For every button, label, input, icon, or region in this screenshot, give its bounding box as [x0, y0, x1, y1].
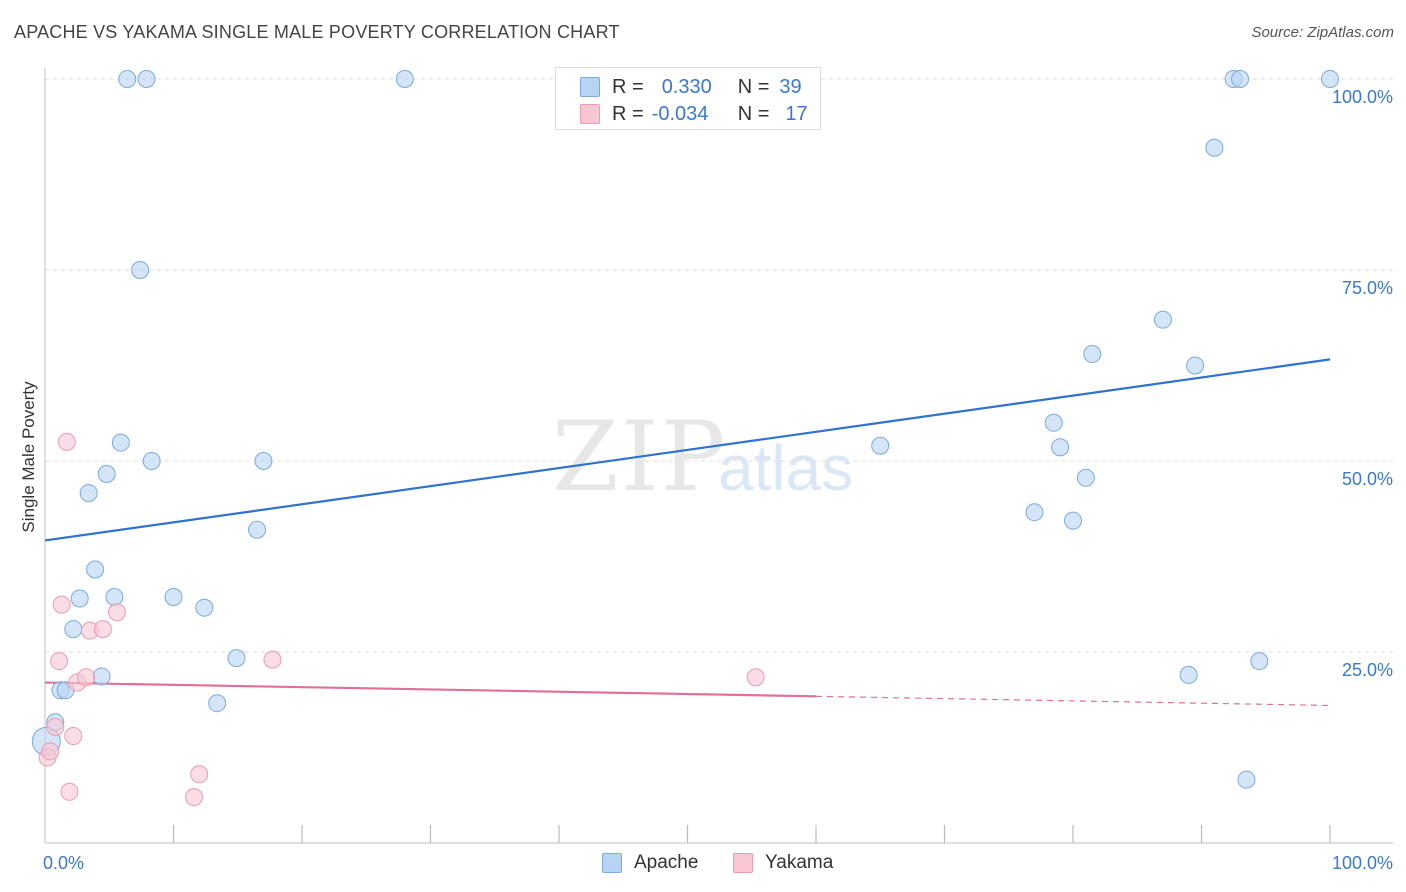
- series-legend-apache[interactable]: Apache: [602, 852, 698, 874]
- apache-point-10: [105, 587, 124, 606]
- apache-point-28: [1076, 468, 1095, 487]
- series-legend-apache-swatch: [602, 853, 622, 873]
- series-legend-yakama[interactable]: Yakama: [733, 852, 833, 874]
- series-legend-apache-label: Apache: [634, 852, 699, 873]
- apache-point-12: [118, 70, 137, 88]
- apache-point-9: [97, 464, 116, 483]
- apache-point-24: [1025, 503, 1044, 522]
- yakama-point-5: [57, 432, 76, 451]
- apache-point-31: [1179, 665, 1198, 684]
- yakama-trend-line-dashed: [815, 695, 1331, 707]
- yakama-r-value: -0.034: [651, 102, 709, 125]
- apache-point-37: [1250, 652, 1269, 671]
- apache-point-17: [195, 598, 214, 617]
- yakama-point-6: [60, 782, 79, 801]
- yakama-point-16: [746, 668, 765, 687]
- yakama-r-label: R =: [612, 102, 644, 125]
- series-legend-yakama-swatch: [733, 853, 753, 873]
- yakama-point-1: [41, 742, 60, 761]
- yakama-point-2: [46, 717, 65, 736]
- apache-n-label: N =: [737, 75, 770, 98]
- apache-point-21: [254, 452, 273, 470]
- legend-row-yakama: R = -0.034 N = 17: [580, 101, 808, 127]
- source-label: Source: ZipAtlas.com: [1251, 24, 1394, 41]
- apache-point-33: [1205, 138, 1224, 157]
- apache-point-18: [208, 694, 227, 713]
- yakama-n-value: 17: [785, 102, 808, 125]
- y-tick-label-75: 75.0%: [1342, 278, 1393, 298]
- y-tick-label-25: 25.0%: [1342, 660, 1393, 680]
- apache-point-29: [1083, 345, 1102, 364]
- apache-point-14: [137, 70, 156, 88]
- apache-point-38: [1321, 70, 1339, 88]
- yakama-point-13: [185, 788, 204, 807]
- yakama-point-4: [52, 595, 71, 614]
- yakama-point-7: [64, 727, 83, 746]
- apache-point-4: [64, 620, 83, 639]
- apache-point-15: [142, 452, 161, 470]
- apache-point-20: [248, 520, 267, 539]
- apache-point-30: [1153, 310, 1172, 329]
- apache-point-25: [1044, 413, 1063, 432]
- axes: [44, 68, 1393, 844]
- yakama-point-9: [77, 668, 96, 687]
- apache-point-35: [1231, 70, 1250, 88]
- x-tick-labels: 0.0% 100.0%: [43, 853, 1393, 873]
- apache-r-value: 0.330: [661, 75, 712, 98]
- yakama-point-3: [50, 652, 69, 671]
- y-tick-labels: 25.0% 50.0% 75.0% 100.0%: [1332, 87, 1393, 680]
- apache-r-label: R =: [612, 75, 644, 98]
- yakama-point-15: [263, 650, 282, 669]
- apache-point-13: [131, 261, 150, 279]
- apache-point-36: [1237, 770, 1256, 789]
- apache-point-6: [79, 484, 98, 503]
- yakama-point-11: [93, 620, 112, 639]
- y-axis-label: Single Male Poverty: [19, 381, 38, 533]
- apache-point-8: [92, 667, 111, 686]
- apache-point-5: [70, 589, 89, 608]
- yakama-trend-line: [44, 681, 817, 698]
- apache-point-32: [1186, 356, 1205, 375]
- apache-point-27: [1064, 511, 1082, 530]
- legend-row-apache: R = 0.330 N = 39: [580, 74, 802, 100]
- apache-swatch: [580, 77, 600, 97]
- series-legend: Apache Yakama: [0, 852, 1406, 876]
- correlation-legend: R = 0.330 N = 39 R = -0.034 N = 17: [555, 67, 821, 130]
- series-legend-yakama-label: Yakama: [765, 852, 834, 873]
- yakama-swatch: [580, 104, 600, 124]
- yakama-point-14: [190, 765, 209, 784]
- apache-point-7: [86, 560, 105, 579]
- watermark: ZIP atlas: [552, 401, 853, 513]
- apache-point-16: [164, 587, 183, 606]
- data-points: [31, 70, 1339, 807]
- apache-point-22: [395, 70, 414, 88]
- apache-point-26: [1051, 438, 1070, 457]
- x-tick-label-max: 100.0%: [1332, 853, 1393, 873]
- apache-point-11: [111, 433, 130, 452]
- yakama-point-12: [107, 603, 126, 622]
- yakama-n-label: N =: [737, 102, 770, 125]
- y-tick-label-100: 100.0%: [1332, 87, 1393, 107]
- apache-n-value: 39: [779, 75, 802, 98]
- y-tick-label-50: 50.0%: [1342, 469, 1393, 489]
- chart-title: APACHE VS YAKAMA SINGLE MALE POVERTY COR…: [14, 22, 620, 42]
- x-tick-label-min: 0.0%: [43, 853, 84, 873]
- apache-point-23: [871, 436, 890, 455]
- trend-lines: [44, 358, 1331, 707]
- apache-trend-line: [44, 358, 1331, 542]
- watermark-atlas: atlas: [718, 432, 853, 504]
- apache-point-19: [227, 649, 246, 668]
